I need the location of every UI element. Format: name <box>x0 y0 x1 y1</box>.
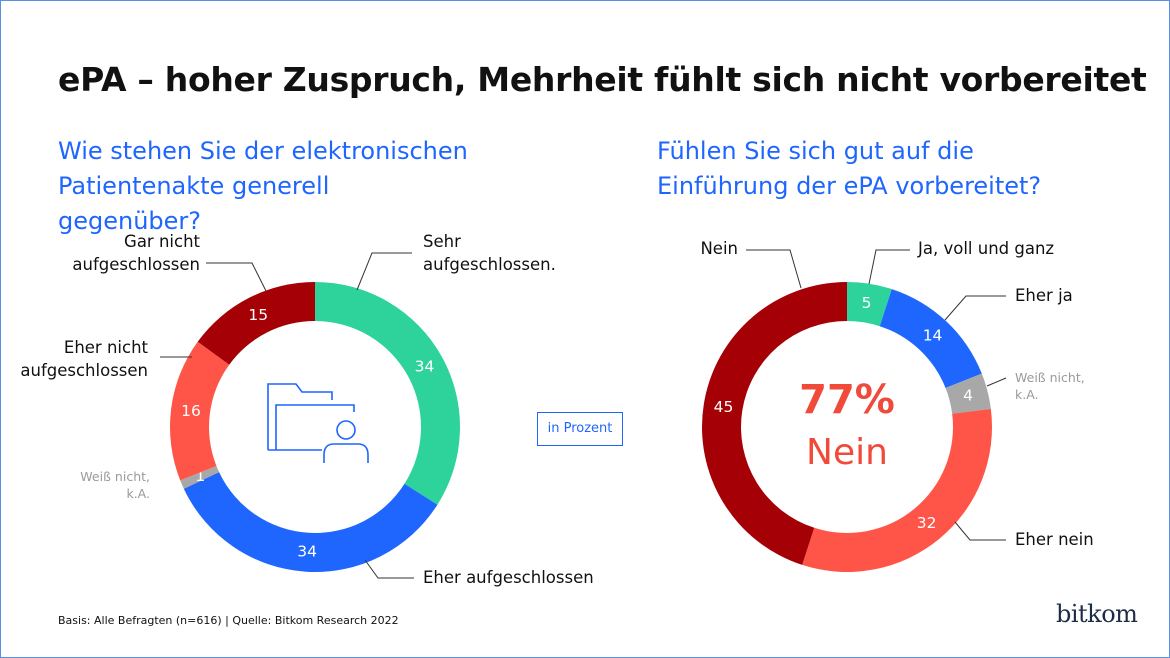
category-label: Weiß nicht, k.A. <box>1015 370 1085 402</box>
value-label: 34 <box>297 542 317 560</box>
category-label: Eher nicht aufgeschlossen <box>20 338 148 380</box>
value-label: 5 <box>862 294 872 312</box>
donut-segment <box>183 472 438 572</box>
question: Wie stehen Sie der elektronischen Patien… <box>58 137 468 235</box>
patient-icon <box>267 383 369 463</box>
category-label: Gar nicht aufgeschlossen <box>72 232 200 274</box>
value-label: 4 <box>963 386 973 404</box>
category-label: Ja, voll und ganz <box>918 239 1055 258</box>
center-text: Nein <box>806 432 888 473</box>
value-label: 1 <box>195 467 205 485</box>
donut-segment <box>847 282 892 327</box>
category-label: Sehr aufgeschlossen. <box>423 232 556 274</box>
donut-segment <box>180 466 220 489</box>
donut-segment <box>197 282 315 365</box>
donut-segment <box>879 289 982 388</box>
category-label: Eher nein <box>1015 530 1094 549</box>
donut-segment <box>701 282 847 565</box>
leader-line <box>746 249 802 289</box>
leader-line <box>868 249 910 285</box>
leader-line <box>206 262 267 292</box>
leader-line <box>364 559 414 579</box>
question: Fühlen Sie sich gut auf die Einführung d… <box>657 137 1042 200</box>
value-label: 15 <box>248 306 268 324</box>
leader-line <box>954 521 1006 541</box>
leader-line <box>944 295 1006 321</box>
value-label: 45 <box>714 398 734 416</box>
category-label: Eher ja <box>1015 286 1073 305</box>
category-label: Weiß nicht, k.A. <box>80 469 150 501</box>
donut-segment <box>802 408 993 572</box>
donut-segment <box>945 373 991 414</box>
unit-label: in Prozent <box>537 412 623 446</box>
center-value: 77% <box>799 377 895 423</box>
category-label: Nein <box>700 239 738 258</box>
value-label: 14 <box>923 326 943 344</box>
donut-segment <box>315 282 460 505</box>
leader-line <box>986 377 1007 387</box>
value-label: 32 <box>917 514 937 532</box>
value-label: 16 <box>181 402 201 420</box>
source-note: Basis: Alle Befragten (n=616) | Quelle: … <box>58 614 399 627</box>
donut-segment <box>170 341 230 481</box>
logo: bitkom <box>1056 600 1138 628</box>
value-label: 34 <box>415 357 435 375</box>
category-label: Eher aufgeschlossen <box>423 568 594 587</box>
leader-line <box>356 252 412 291</box>
main-title: ePA – hoher Zuspruch, Mehrheit fühlt sic… <box>58 60 1147 99</box>
